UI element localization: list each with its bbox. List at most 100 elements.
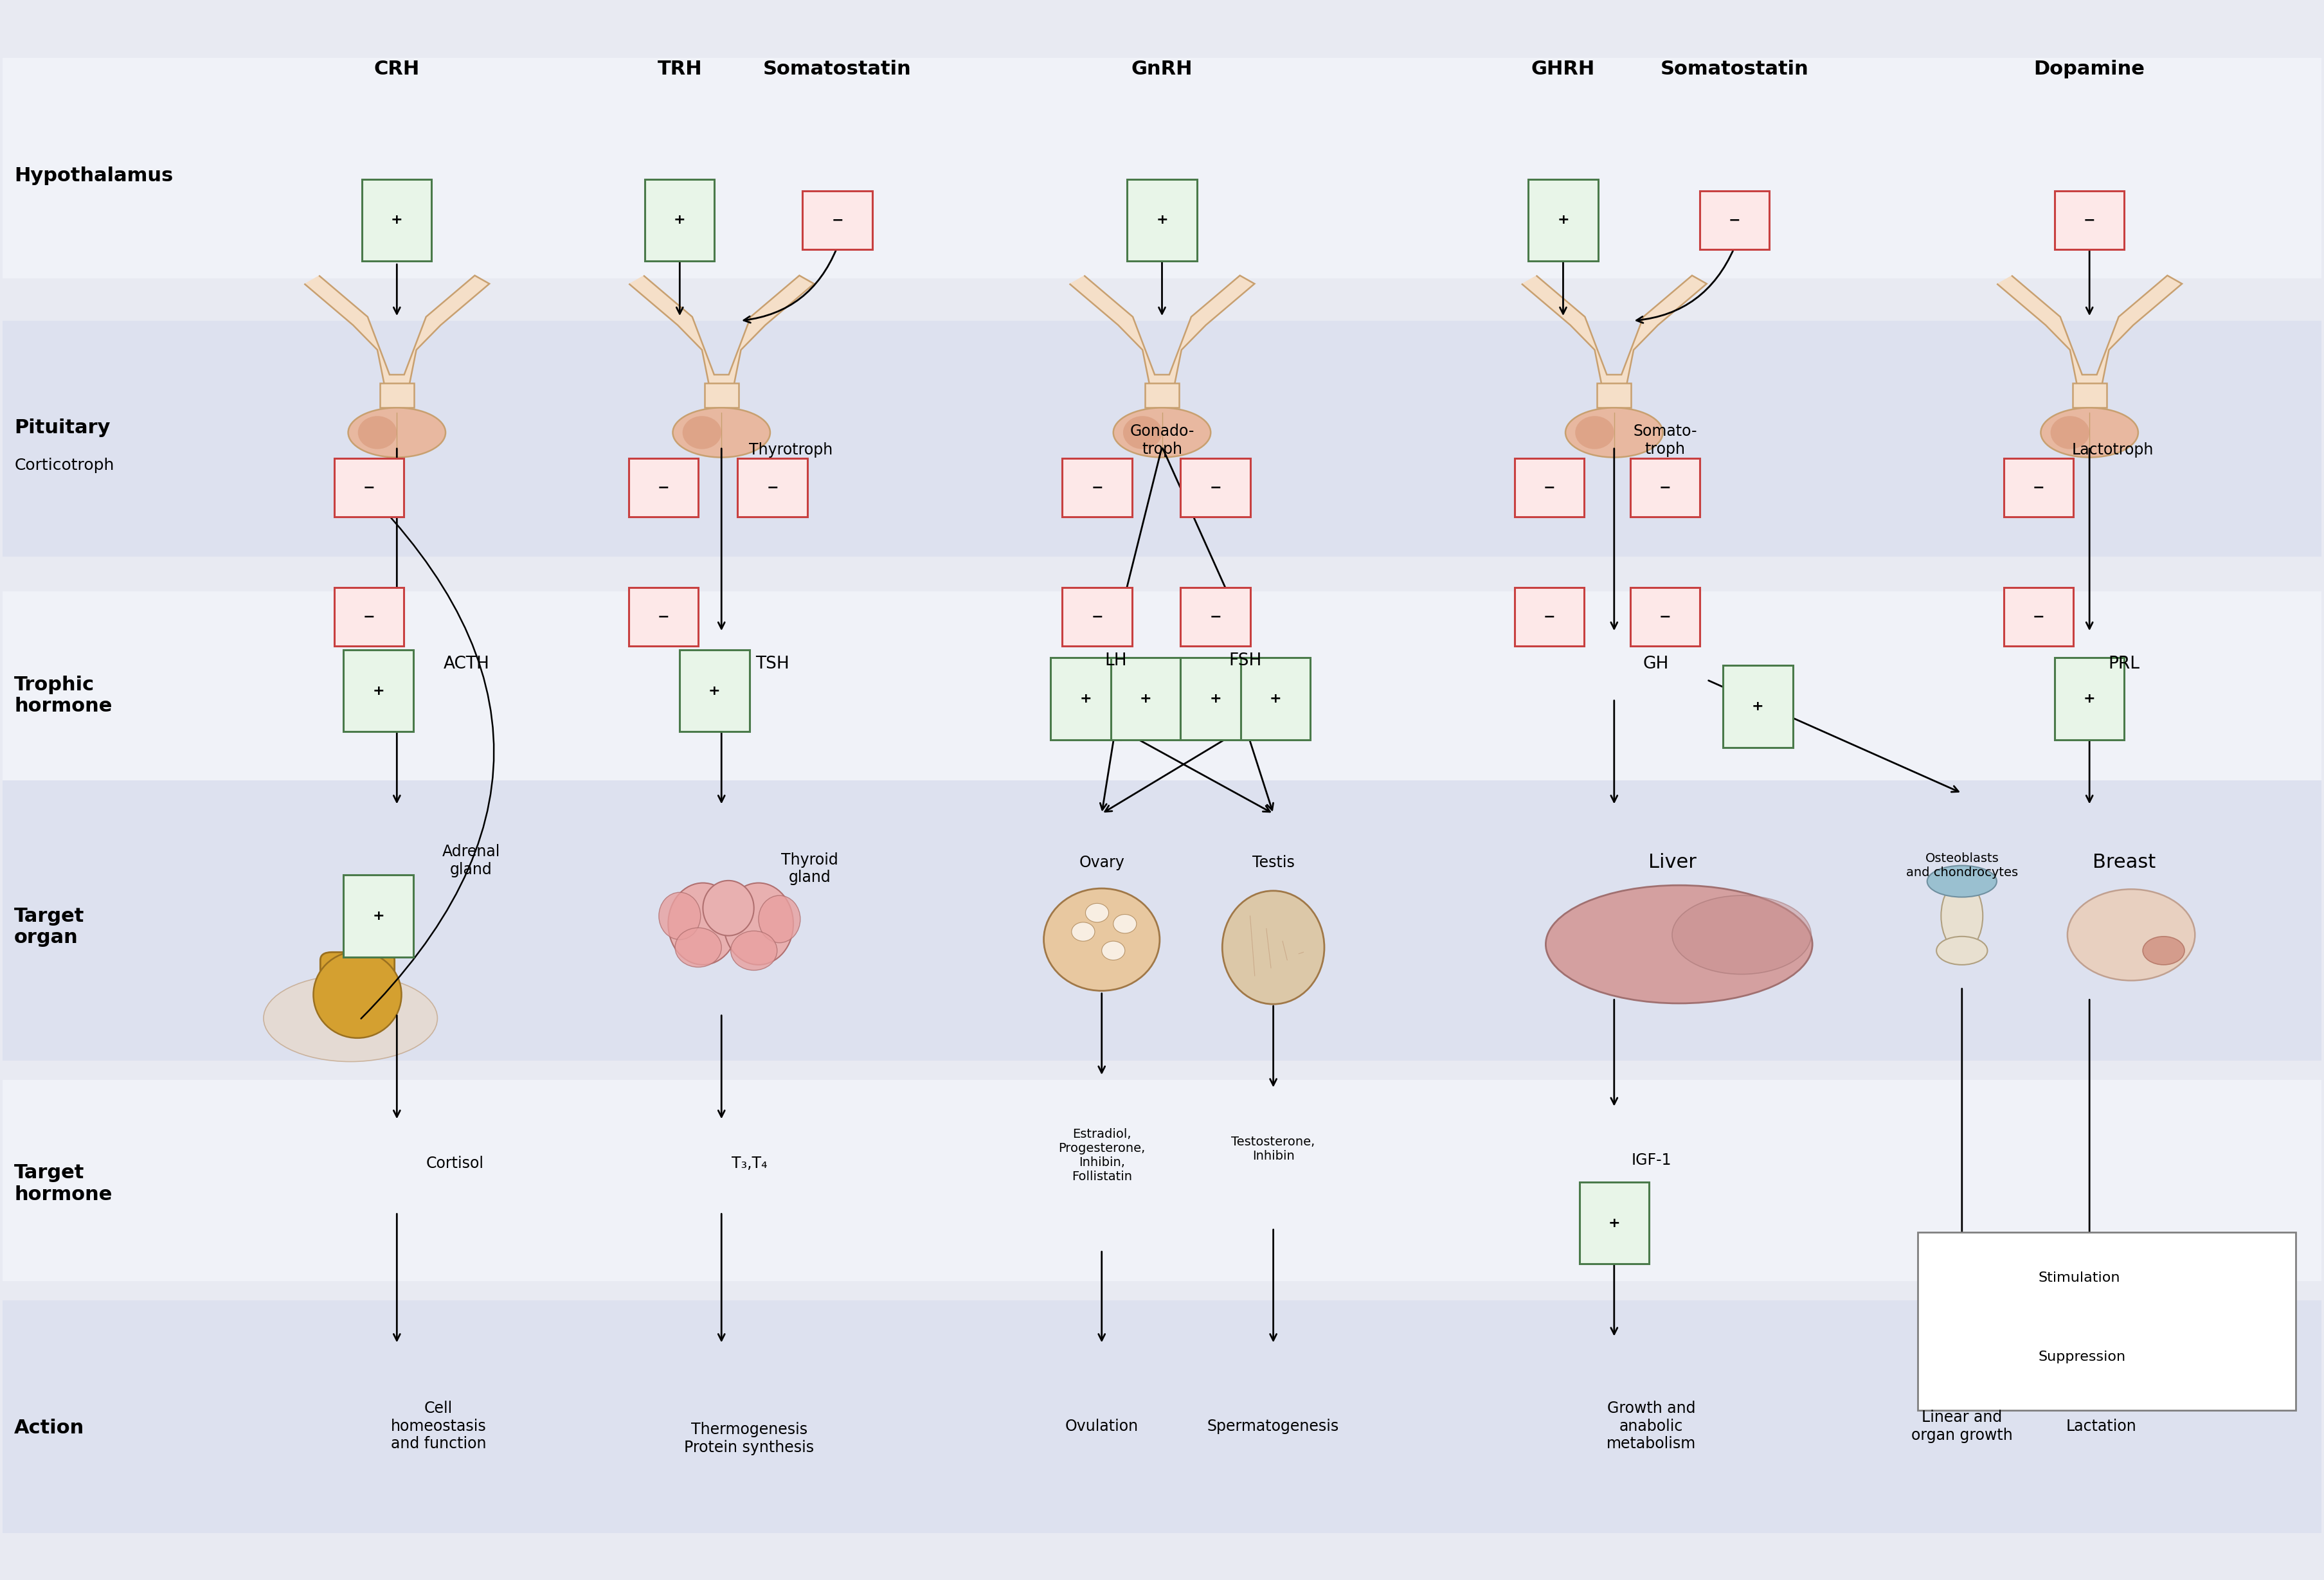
Bar bbox=[2, 781, 2322, 1060]
PathPatch shape bbox=[1522, 275, 1706, 386]
Text: Somato-
troph: Somato- troph bbox=[1634, 423, 1697, 457]
Ellipse shape bbox=[1113, 915, 1136, 934]
Text: Gonado-
troph: Gonado- troph bbox=[1129, 423, 1195, 457]
Text: Lactation: Lactation bbox=[2066, 1419, 2136, 1435]
Text: Target
organ: Target organ bbox=[14, 907, 84, 946]
Text: Trophic
hormone: Trophic hormone bbox=[14, 675, 112, 716]
Ellipse shape bbox=[1936, 937, 1987, 965]
Text: Linear and
organ growth: Linear and organ growth bbox=[1910, 1409, 2013, 1443]
Text: −: − bbox=[2085, 213, 2096, 226]
Text: +: + bbox=[1078, 692, 1092, 705]
Text: −: − bbox=[1090, 482, 1104, 495]
Ellipse shape bbox=[349, 408, 446, 457]
Ellipse shape bbox=[1671, 896, 1810, 975]
Text: +: + bbox=[390, 213, 402, 226]
FancyBboxPatch shape bbox=[1181, 458, 1250, 517]
Ellipse shape bbox=[1566, 408, 1664, 457]
Ellipse shape bbox=[1222, 891, 1325, 1005]
Text: −: − bbox=[363, 482, 374, 495]
FancyBboxPatch shape bbox=[1515, 588, 1585, 646]
Text: Breast: Breast bbox=[2092, 853, 2157, 872]
Ellipse shape bbox=[1927, 866, 1996, 897]
PathPatch shape bbox=[304, 275, 490, 386]
Text: +: + bbox=[1208, 692, 1222, 705]
Text: −: − bbox=[1659, 482, 1671, 495]
PathPatch shape bbox=[1996, 275, 2182, 386]
Text: LH: LH bbox=[1104, 653, 1127, 670]
Text: Ovary: Ovary bbox=[1078, 855, 1125, 871]
Text: −: − bbox=[658, 482, 669, 495]
Ellipse shape bbox=[263, 975, 437, 1062]
FancyBboxPatch shape bbox=[1699, 191, 1769, 250]
Text: −: − bbox=[1208, 482, 1222, 495]
Text: +: + bbox=[372, 684, 383, 697]
Text: +: + bbox=[2085, 692, 2096, 705]
Bar bbox=[2, 321, 2322, 558]
FancyBboxPatch shape bbox=[1631, 588, 1699, 646]
Text: −: − bbox=[2034, 610, 2045, 623]
FancyBboxPatch shape bbox=[1917, 1232, 2296, 1411]
FancyBboxPatch shape bbox=[363, 179, 432, 261]
Ellipse shape bbox=[1545, 885, 1813, 1003]
Ellipse shape bbox=[358, 416, 397, 449]
Text: Target
hormone: Target hormone bbox=[14, 1163, 112, 1204]
Text: +: + bbox=[1973, 1272, 1985, 1285]
FancyBboxPatch shape bbox=[1062, 458, 1132, 517]
Bar bbox=[2, 591, 2322, 793]
FancyBboxPatch shape bbox=[2003, 588, 2073, 646]
FancyBboxPatch shape bbox=[1146, 382, 1178, 408]
Text: −: − bbox=[658, 610, 669, 623]
FancyBboxPatch shape bbox=[1597, 382, 1631, 408]
Text: GnRH: GnRH bbox=[1132, 60, 1192, 77]
Text: −: − bbox=[1090, 610, 1104, 623]
Ellipse shape bbox=[1102, 942, 1125, 961]
Text: +: + bbox=[372, 910, 383, 923]
Text: T₃,T₄: T₃,T₄ bbox=[732, 1155, 767, 1171]
Ellipse shape bbox=[1941, 880, 1982, 951]
Ellipse shape bbox=[1113, 408, 1211, 457]
FancyBboxPatch shape bbox=[1631, 458, 1699, 517]
FancyBboxPatch shape bbox=[335, 588, 404, 646]
Ellipse shape bbox=[2050, 416, 2089, 449]
Ellipse shape bbox=[1071, 923, 1095, 942]
Text: Ovulation: Ovulation bbox=[1064, 1419, 1139, 1435]
Text: −: − bbox=[363, 610, 374, 623]
Text: Stimulation: Stimulation bbox=[2038, 1272, 2119, 1285]
Ellipse shape bbox=[1122, 416, 1162, 449]
FancyBboxPatch shape bbox=[737, 458, 806, 517]
Text: +: + bbox=[1269, 692, 1281, 705]
Text: Liver: Liver bbox=[1648, 853, 1697, 872]
Text: +: + bbox=[709, 684, 720, 697]
Text: ACTH: ACTH bbox=[444, 656, 490, 673]
Text: Cortisol: Cortisol bbox=[425, 1155, 483, 1171]
Text: Testis: Testis bbox=[1253, 855, 1294, 871]
FancyBboxPatch shape bbox=[1580, 1182, 1650, 1264]
Ellipse shape bbox=[314, 951, 402, 1038]
Ellipse shape bbox=[730, 931, 776, 970]
FancyBboxPatch shape bbox=[344, 875, 414, 957]
Text: Spermatogenesis: Spermatogenesis bbox=[1208, 1419, 1339, 1435]
FancyBboxPatch shape bbox=[2003, 458, 2073, 517]
Text: −: − bbox=[1208, 610, 1222, 623]
FancyBboxPatch shape bbox=[2054, 657, 2124, 739]
Text: +: + bbox=[1608, 1217, 1620, 1229]
FancyBboxPatch shape bbox=[1127, 179, 1197, 261]
Bar bbox=[2, 58, 2322, 278]
Text: +: + bbox=[1752, 700, 1764, 713]
Bar bbox=[2, 1300, 2322, 1533]
PathPatch shape bbox=[1069, 275, 1255, 386]
Text: +: + bbox=[1139, 692, 1153, 705]
FancyBboxPatch shape bbox=[2054, 191, 2124, 250]
Text: −: − bbox=[1543, 610, 1555, 623]
Ellipse shape bbox=[1576, 416, 1615, 449]
Text: FSH: FSH bbox=[1229, 653, 1262, 670]
Text: Dopamine: Dopamine bbox=[2034, 60, 2145, 77]
Ellipse shape bbox=[2040, 408, 2138, 457]
Ellipse shape bbox=[683, 416, 720, 449]
Text: Testosterone,
Inhibin: Testosterone, Inhibin bbox=[1232, 1136, 1315, 1163]
Text: Lactotroph: Lactotroph bbox=[2071, 442, 2154, 458]
FancyBboxPatch shape bbox=[344, 649, 414, 732]
Text: Thyroid
gland: Thyroid gland bbox=[781, 852, 839, 885]
FancyBboxPatch shape bbox=[1181, 657, 1250, 739]
FancyBboxPatch shape bbox=[1241, 657, 1311, 739]
